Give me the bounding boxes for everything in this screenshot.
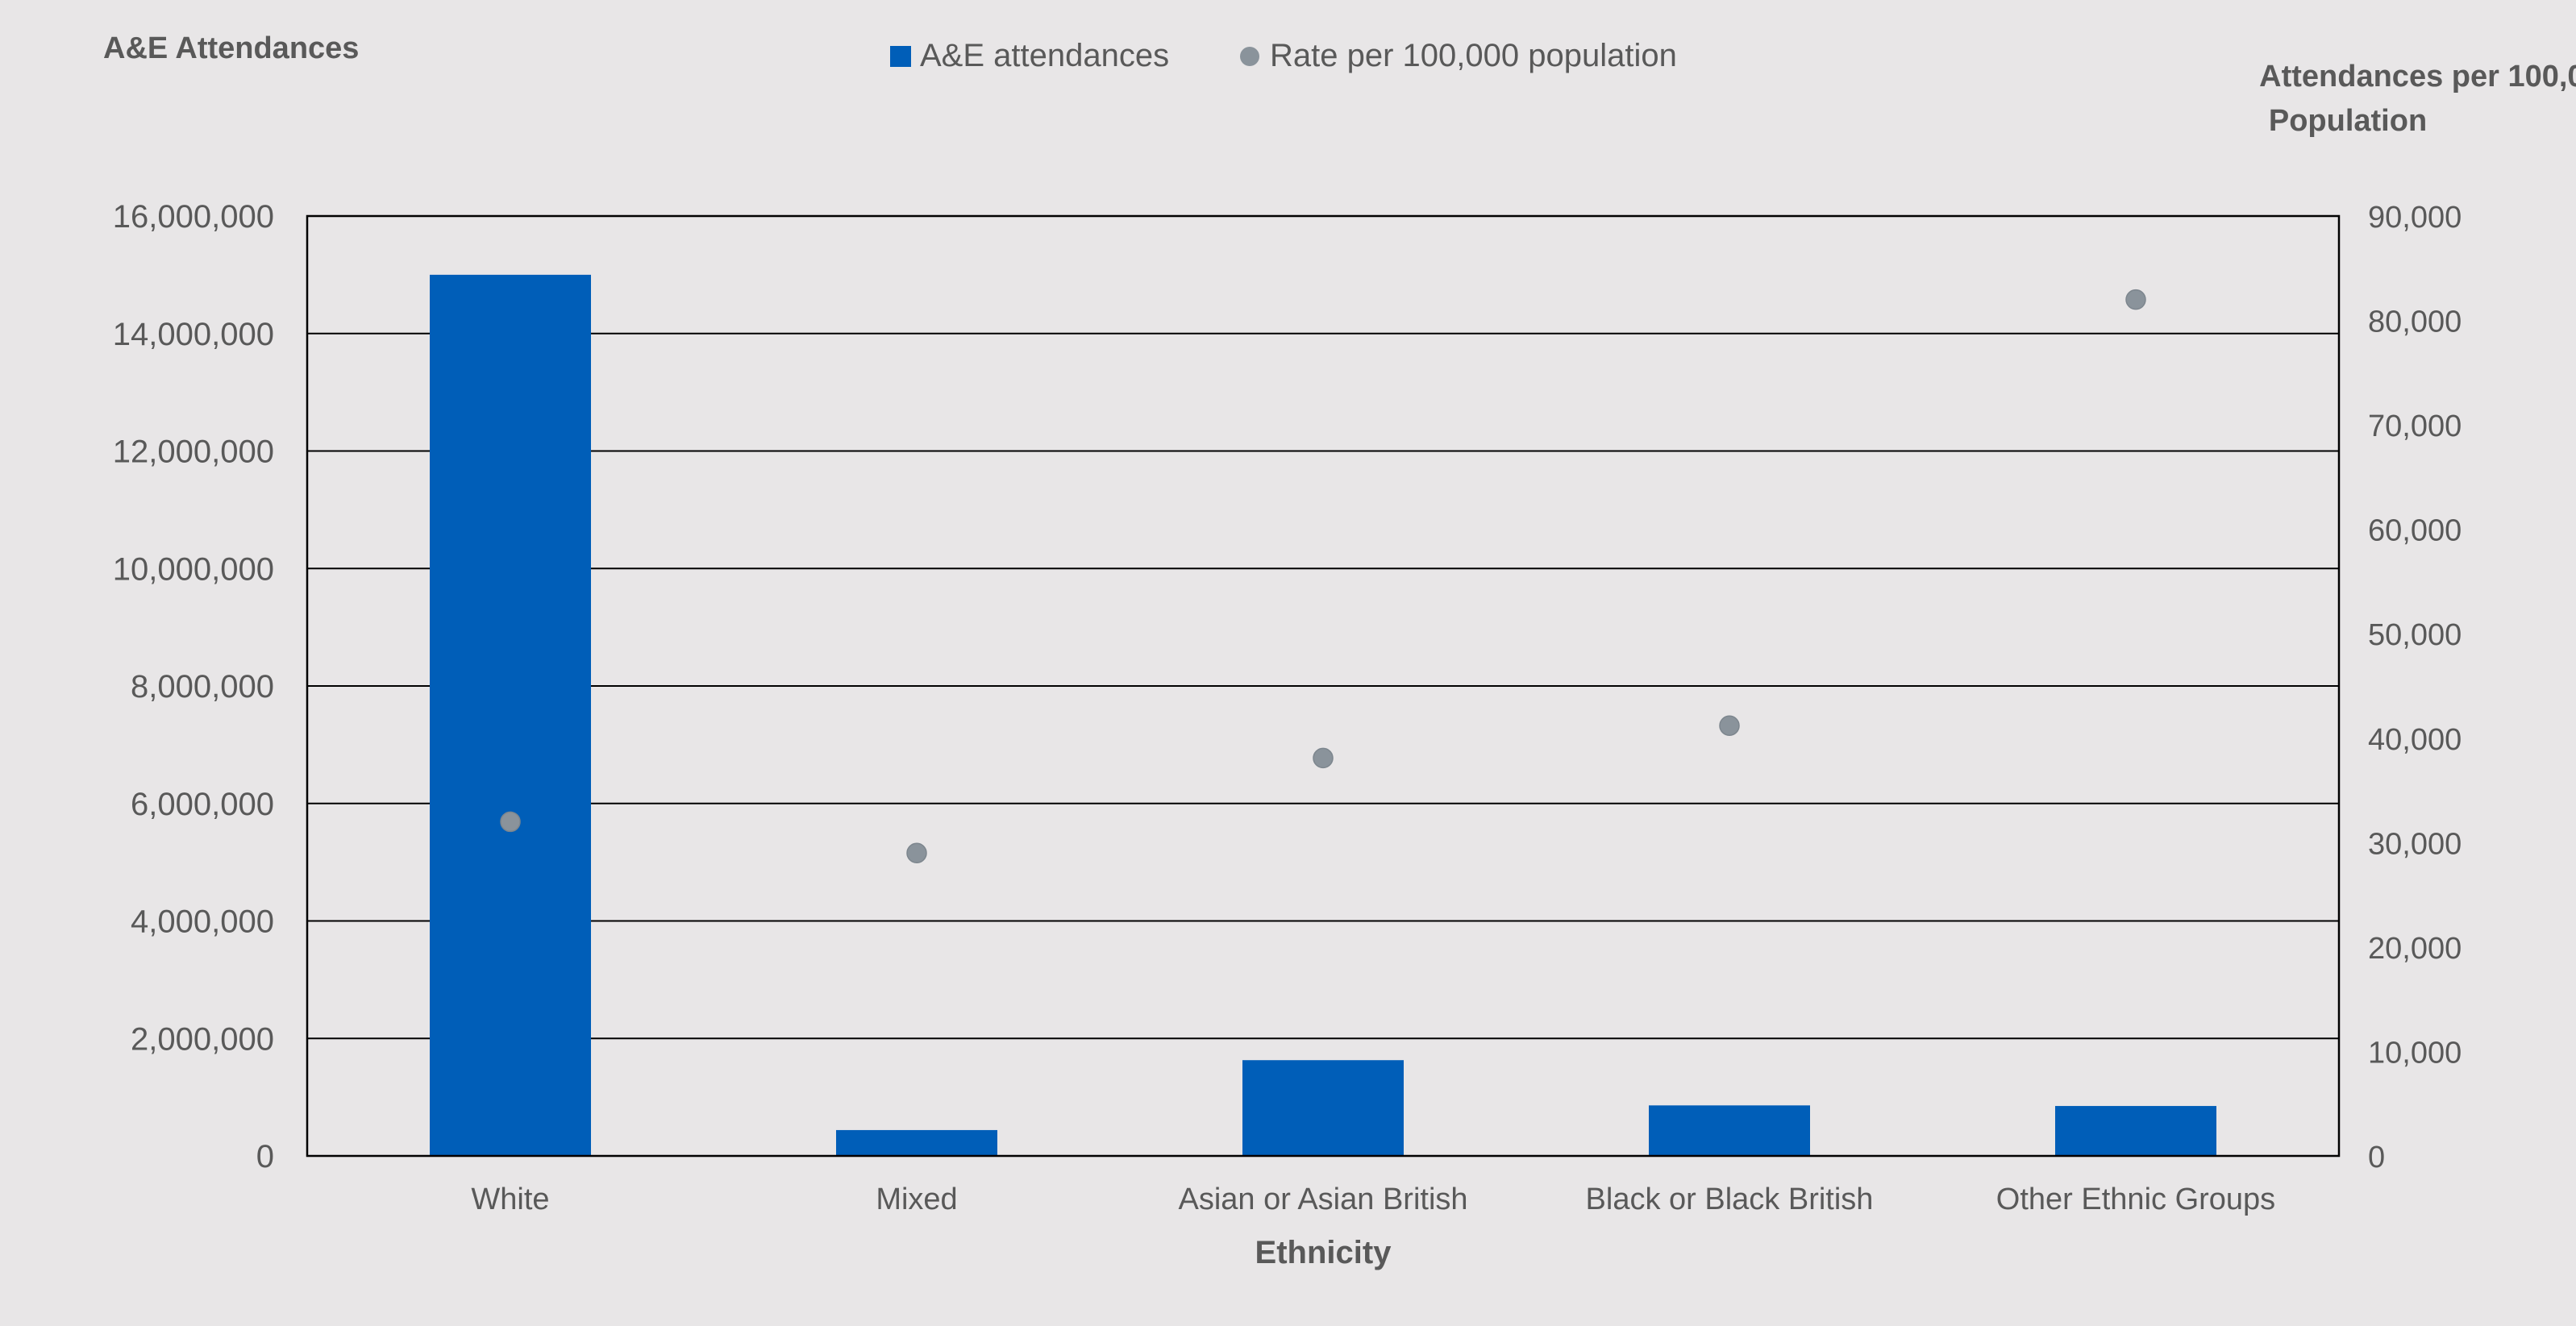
category-label: White (471, 1183, 549, 1216)
left-tick-label: 6,000,000 (131, 787, 274, 822)
bar (430, 274, 591, 1156)
left-tick-label: 16,000,000 (113, 199, 274, 235)
right-tick-label: 0 (2368, 1141, 2385, 1174)
left-tick-label: 0 (256, 1139, 274, 1174)
bar (2055, 1106, 2216, 1156)
legend-swatch-ae-attendances (890, 46, 911, 67)
legend-swatch-rate (1240, 47, 1259, 66)
right-tick-label: 10,000 (2368, 1036, 2462, 1070)
x-axis-label: Ethnicity (1255, 1235, 1392, 1270)
category-label: Mixed (876, 1183, 957, 1216)
right-tick-label: 60,000 (2368, 514, 2462, 548)
right-tick-label: 40,000 (2368, 723, 2462, 757)
category-label: Black or Black British (1586, 1183, 1874, 1216)
right-tick-label: 20,000 (2368, 932, 2462, 966)
right-tick-label: 70,000 (2368, 409, 2462, 443)
rate-point (1313, 747, 1334, 769)
y2-axis-label-line-1: Attendances per 100,000 (2259, 60, 2576, 94)
category-label: Other Ethnic Groups (1996, 1183, 2275, 1216)
right-tick-label: 90,000 (2368, 201, 2462, 235)
right-axis-ticks: 0 10,000 20,000 30,000 40,000 50,000 60,000 70,… (2368, 201, 2462, 1174)
bar (836, 1129, 997, 1156)
left-tick-label: 2,000,000 (131, 1021, 274, 1057)
left-tick-label: 8,000,000 (131, 669, 274, 705)
right-tick-label: 30,000 (2368, 827, 2462, 861)
left-tick-label: 10,000,000 (113, 551, 274, 587)
chart-title: A&E Attendances (103, 31, 359, 65)
left-axis-ticks: 0 2,000,000 4,000,000 6,000,000 8,000,000 10,… (113, 199, 274, 1174)
left-tick-label: 4,000,000 (131, 904, 274, 940)
category-label: Asian or Asian British (1178, 1183, 1467, 1216)
rate-point (500, 811, 521, 833)
rate-point (1719, 715, 1740, 736)
y2-axis-label-line-2: Population (2269, 104, 2427, 138)
legend-label-rate: Rate per 100,000 population (1270, 38, 1677, 73)
bar (1649, 1105, 1810, 1156)
bar (1242, 1060, 1404, 1156)
right-tick-label: 80,000 (2368, 306, 2462, 339)
rate-point (2125, 289, 2146, 310)
left-tick-label: 12,000,000 (113, 434, 274, 470)
legend: A&E attendances Rate per 100,000 populat… (890, 38, 1677, 73)
rate-points (500, 289, 2146, 864)
left-tick-label: 14,000,000 (113, 317, 274, 352)
right-tick-label: 50,000 (2368, 618, 2462, 652)
category-labels: White Mixed Asian or Asian British Black or… (471, 1183, 2275, 1216)
legend-label-ae-attendances: A&E attendances (920, 38, 1169, 73)
rate-point (906, 842, 927, 864)
plot-frame (306, 214, 2341, 1158)
bars (430, 274, 2216, 1156)
